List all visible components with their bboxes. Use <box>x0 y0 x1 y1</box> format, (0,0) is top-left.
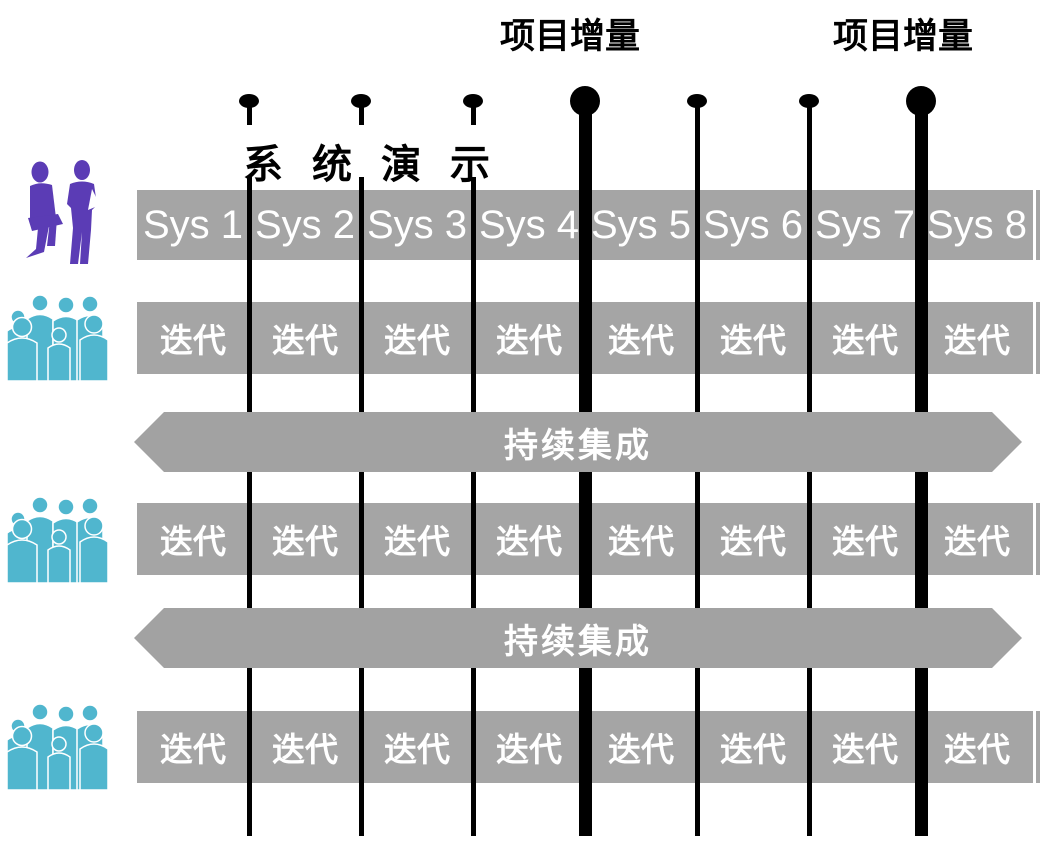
iteration-cell: 迭代 <box>272 523 338 560</box>
iteration-cell: 迭代 <box>720 523 786 560</box>
iteration-cell: 迭代 <box>944 731 1010 768</box>
team-crowd-icon <box>4 293 114 382</box>
sys-cell: Sys 5 <box>590 202 692 247</box>
row-edge-sliver <box>1036 190 1040 260</box>
iteration-cell: 迭代 <box>608 523 674 560</box>
sys-cell: Sys 4 <box>478 202 580 247</box>
timeline-stub <box>247 101 252 125</box>
timeline-line <box>471 177 476 836</box>
iteration-cell: 迭代 <box>832 523 898 560</box>
row-edge-sliver <box>1036 711 1040 783</box>
iteration-cell: 迭代 <box>608 322 674 359</box>
iteration-cell: 迭代 <box>496 731 562 768</box>
sys-cell: Sys 2 <box>254 202 356 247</box>
continuous-integration-banner-2: 持续集成 <box>134 608 1022 668</box>
iteration-cell: 迭代 <box>160 523 226 560</box>
row-edge-sliver <box>1036 302 1040 374</box>
ci-banner-label: 持续集成 <box>504 622 652 661</box>
program-increment-label-2: 项目增量 <box>833 17 974 56</box>
timeline-stub <box>359 101 364 125</box>
sys-cell: Sys 1 <box>142 202 244 247</box>
iteration-cell: 迭代 <box>832 322 898 359</box>
sys-cell: Sys 6 <box>702 202 804 247</box>
iteration-cell: 迭代 <box>944 523 1010 560</box>
timeline-line <box>247 177 252 836</box>
system-demo-label: 系统演示 <box>243 143 519 187</box>
iteration-cell: 迭代 <box>384 523 450 560</box>
ci-banner-label: 持续集成 <box>504 426 652 465</box>
iteration-cell: 迭代 <box>272 322 338 359</box>
timeline-line <box>359 177 364 836</box>
program-increment-label-1: 项目增量 <box>500 17 641 56</box>
team-crowd-icon <box>4 495 114 584</box>
iteration-cell: 迭代 <box>608 731 674 768</box>
sys-cell: Sys 3 <box>366 202 468 247</box>
iteration-cell: 迭代 <box>160 322 226 359</box>
iteration-cell: 迭代 <box>496 322 562 359</box>
sys-cell: Sys 7 <box>814 202 916 247</box>
sys-cell: Sys 8 <box>926 202 1028 247</box>
iteration-cell: 迭代 <box>496 523 562 560</box>
iteration-cell: 迭代 <box>384 322 450 359</box>
iteration-cell: 迭代 <box>720 731 786 768</box>
iteration-cell: 迭代 <box>944 322 1010 359</box>
continuous-integration-banner-1: 持续集成 <box>134 412 1022 472</box>
business-people-icon <box>6 158 106 268</box>
timeline-stub <box>471 101 476 125</box>
row-edge-sliver <box>1036 503 1040 575</box>
team-crowd-icon <box>4 702 114 791</box>
iteration-cell: 迭代 <box>720 322 786 359</box>
iteration-cell: 迭代 <box>384 731 450 768</box>
iteration-cell: 迭代 <box>272 731 338 768</box>
iteration-cell: 迭代 <box>160 731 226 768</box>
iteration-cell: 迭代 <box>832 731 898 768</box>
